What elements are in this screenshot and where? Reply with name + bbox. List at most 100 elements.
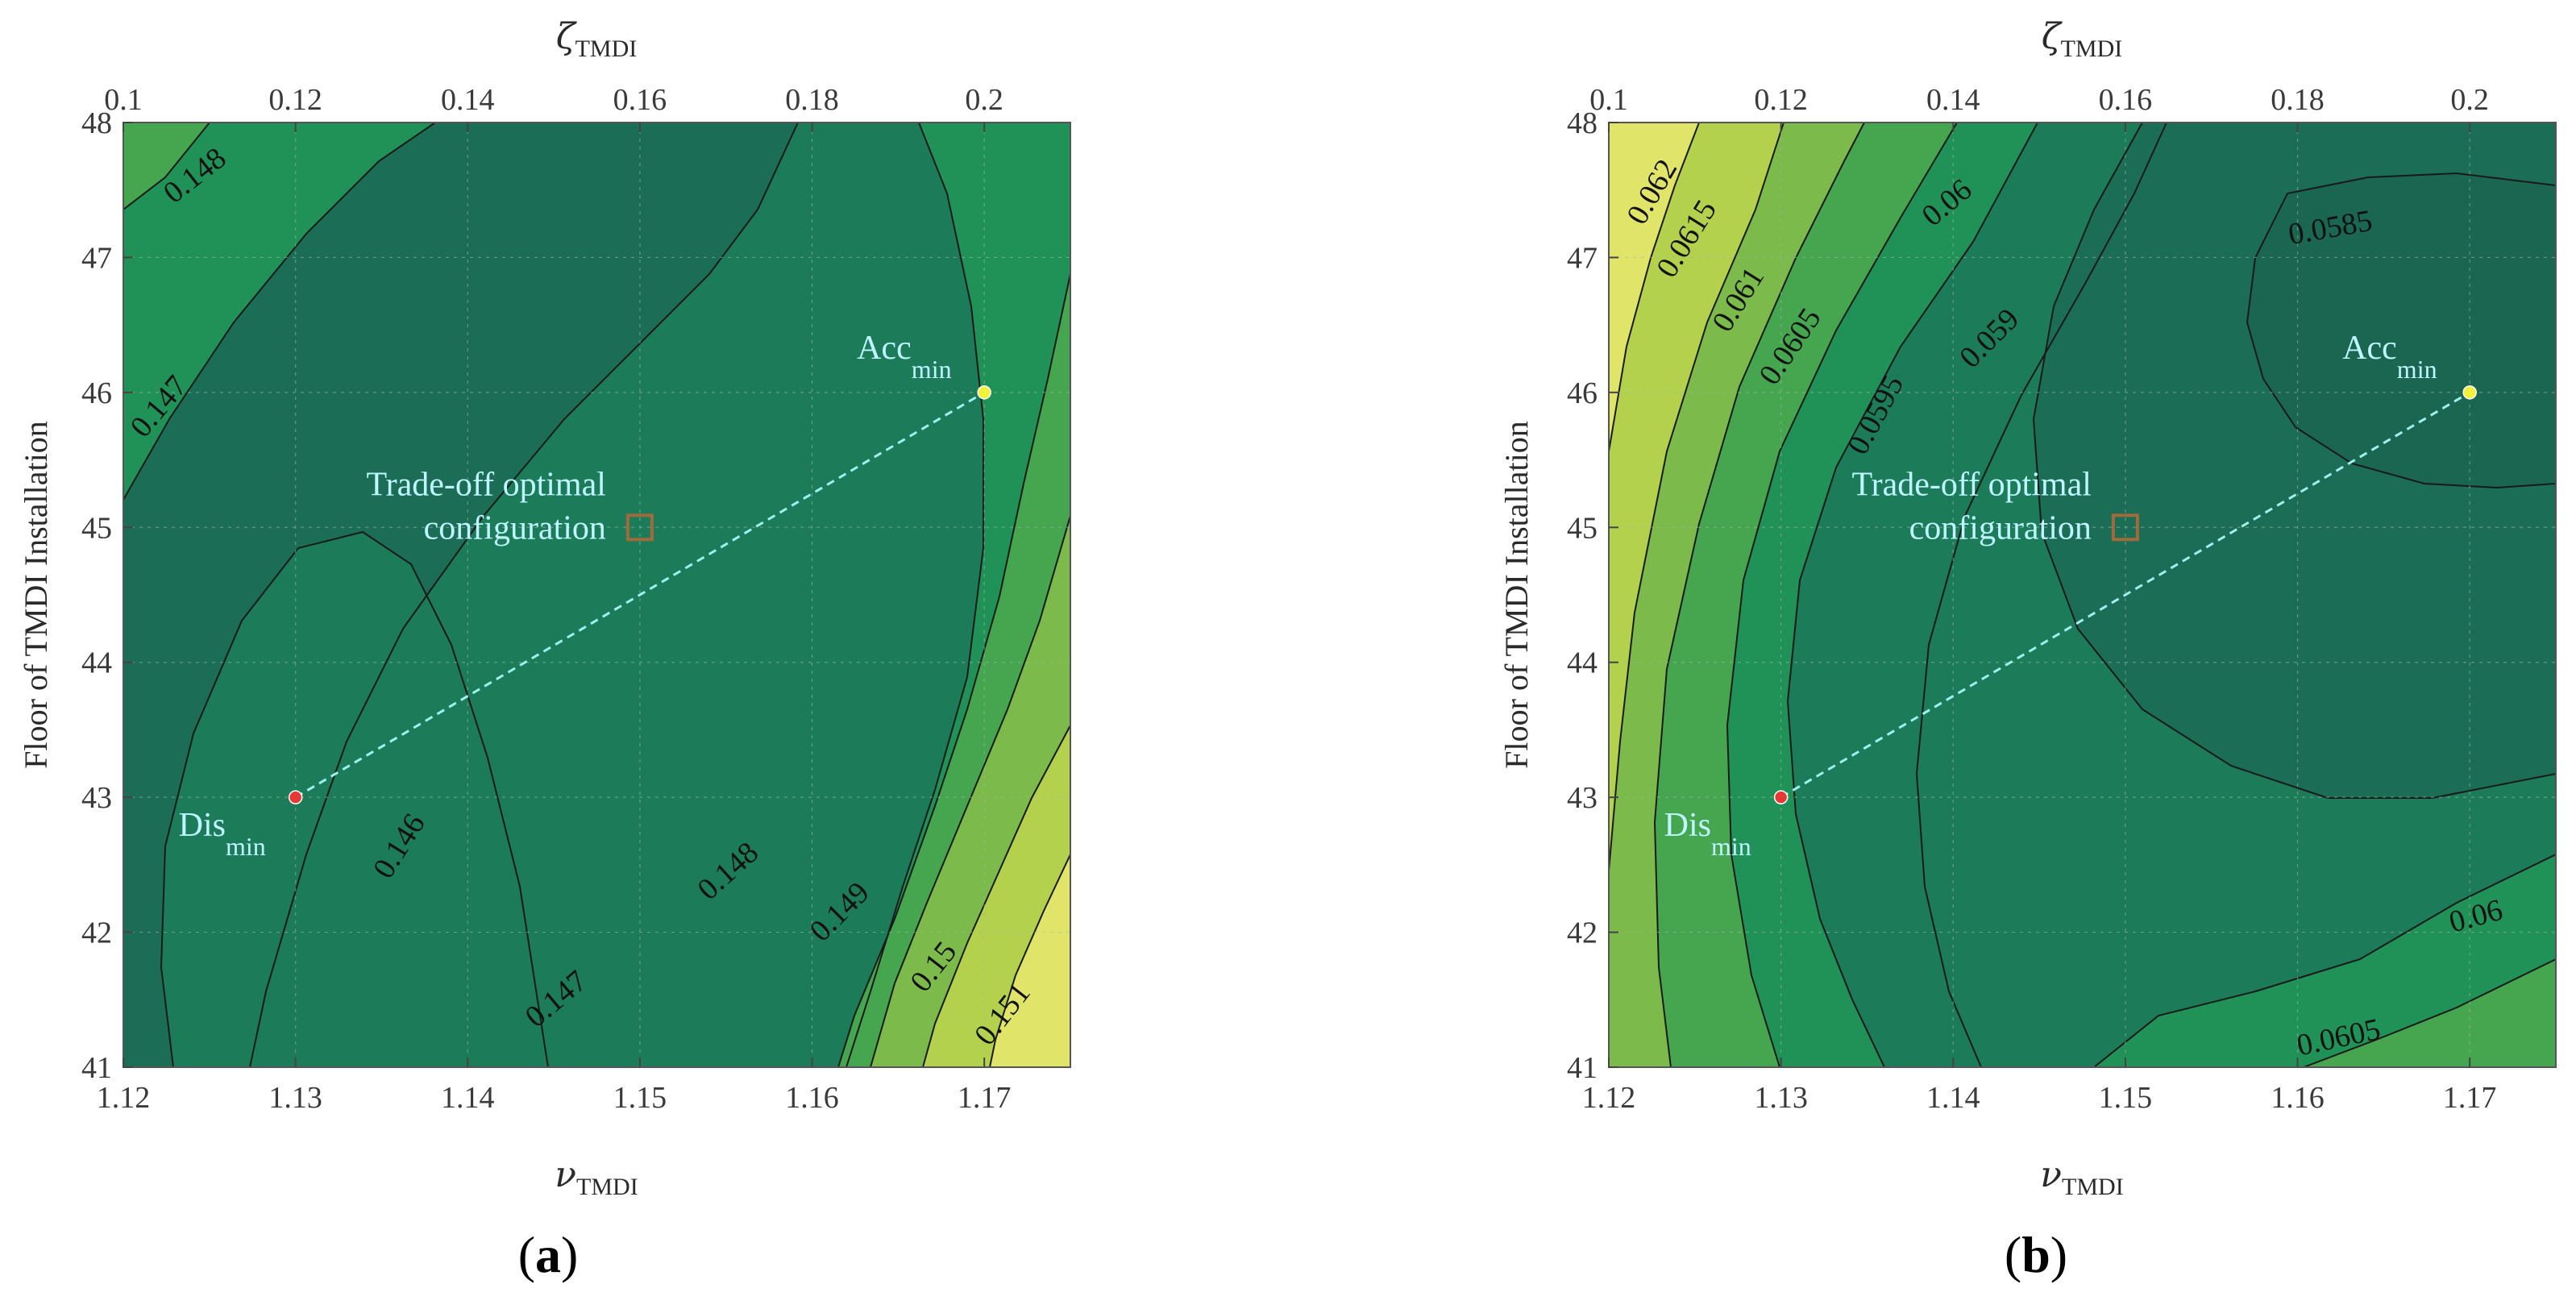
dis-min-marker (288, 790, 303, 804)
x-tick-label: 1.13 (1754, 1081, 1808, 1115)
y-axis-label: Floor of TMDI Installation (18, 421, 54, 768)
x-tick-label: 1.12 (1582, 1081, 1636, 1115)
fill-level-a-right5 (990, 854, 1070, 1067)
markers: Dismin Accmin Trade-off optimal configurati… (179, 330, 991, 861)
contour-line-a-146-inner (160, 530, 549, 1067)
top-x-tick-label: 0.1 (1589, 83, 1628, 117)
top-x-tick-label: 0.16 (613, 83, 667, 117)
top-x-tick-label: 0.14 (441, 83, 495, 117)
contour-line-b-0605-bottom (2303, 958, 2556, 1067)
pareto-trend-line (294, 391, 985, 799)
contour-chart-b: 1.12 1.13 1.14 1.15 1.16 1.17 0.1 0.12 0.14 0.16 0… (1498, 16, 2557, 1283)
contour-line-b-059 (2032, 123, 2556, 799)
tradeoff-marker (625, 513, 654, 542)
acc-min-marker (977, 385, 991, 400)
acc-min-label: Accmin (857, 330, 951, 384)
contour-line-b-062 (1609, 123, 1785, 871)
y-tick-label: 41 (1567, 1051, 1598, 1085)
top-x-tick-label: 0.1 (104, 83, 143, 117)
dis-min-label: Dismin (179, 807, 266, 861)
tradeoff-marker (2111, 513, 2139, 542)
markers: Dismin Accmin Trade-off optimal configurati… (1664, 330, 2477, 861)
y-tick-label: 46 (81, 376, 112, 410)
dis-min-marker (1773, 790, 1789, 804)
fill-level-a-147 (161, 532, 548, 1067)
dis-min-label: Dismin (1664, 807, 1751, 861)
plot-frame (1608, 122, 2557, 1068)
x-tick-label: 1.15 (2099, 1081, 2153, 1115)
top-x-tick-label: 0.2 (965, 83, 1003, 117)
contour-line-b-0595 (1915, 123, 2167, 1067)
tradeoff-label-line1: Trade-off optimal (366, 466, 605, 503)
y-tick-label: 48 (1567, 106, 1598, 140)
top-x-tick-label: 0.18 (785, 83, 839, 117)
panel-label: (b) (2005, 1226, 2067, 1283)
x-tick-label: 1.16 (2271, 1081, 2325, 1115)
y-tick-label: 46 (1567, 376, 1598, 410)
y-tick-label: 43 (81, 781, 112, 815)
y-tick-label: 42 (1567, 916, 1598, 950)
x-tick-label: 1.15 (613, 1081, 667, 1115)
top-x-tick-label: 0.18 (2271, 83, 2325, 117)
y-tick-label: 44 (81, 646, 112, 680)
x-tick-label: 1.16 (785, 1081, 839, 1115)
panel-b: 1.12 1.13 1.14 1.15 1.16 1.17 0.1 0.12 0.14 0.16 0… (1288, 0, 2576, 1305)
y-tick-label: 43 (1567, 781, 1598, 815)
top-x-axis-label: ζTMDI (2042, 16, 2123, 62)
x-axis-label: νTMDI (2040, 1154, 2123, 1200)
pareto-trend-line (1780, 391, 2470, 799)
contour-chart-a: 1.12 1.13 1.14 1.15 1.16 1.17 0.1 0.12 0.14 0.16 0… (18, 16, 1071, 1283)
y-tick-label: 44 (1567, 646, 1598, 680)
top-x-tick-label: 0.12 (268, 83, 322, 117)
contour-line-a-148-right (837, 273, 1070, 1067)
y-tick-label: 48 (81, 106, 112, 140)
x-tick-label: 1.14 (441, 1081, 495, 1115)
y-axis-label-b: Floor of TMDI Installation (1498, 421, 1535, 768)
contour-line-a-150 (922, 725, 1070, 1067)
y-tick-label: 42 (81, 916, 112, 950)
top-x-axis-label: ζTMDI (556, 16, 638, 62)
contour-line-b-0585 (2246, 172, 2556, 489)
contour-line-b-0605 (1786, 123, 2038, 1067)
panel-label: (a) (518, 1226, 579, 1283)
contour-fills (1609, 123, 2556, 1067)
fill-level-a-top (123, 123, 435, 500)
tradeoff-label-line2: configuration (424, 509, 606, 547)
contour-line-a-151 (989, 854, 1070, 1067)
top-x-tick-label: 0.14 (1926, 83, 1980, 117)
acc-min-label: Accmin (2342, 330, 2437, 384)
contour-fills (123, 123, 1070, 1067)
contour-line-a-148-top (123, 123, 210, 210)
contour-line-a-146-outer (249, 123, 799, 1067)
x-tick-label: 1.17 (2443, 1081, 2497, 1115)
top-x-tick-label: 0.16 (2099, 83, 2153, 117)
fill-level-b-bottom2 (2304, 959, 2556, 1067)
x-tick-label: 1.13 (268, 1081, 322, 1115)
contour-line-b-061 (1726, 123, 1958, 1067)
top-x-tick-label: 0.12 (1754, 83, 1808, 117)
contour-line-a-147-top (123, 123, 436, 501)
fill-level-b-0585 (2247, 173, 2556, 488)
tradeoff-label-line1: Trade-off optimal (1851, 466, 2091, 503)
x-axis-label: νTMDI (555, 1154, 638, 1200)
fill-level-b-062 (1609, 123, 1784, 871)
ticks: 1.12 1.13 1.14 1.15 1.16 1.17 0.1 0.12 0.14 0.16 0… (1567, 83, 2496, 1115)
panel-a: 1.12 1.13 1.14 1.15 1.16 1.17 0.1 0.12 0.14 0.16 0… (18, 16, 1071, 1283)
acc-min-marker (2462, 385, 2477, 400)
top-x-tick-label: 0.2 (2450, 83, 2489, 117)
contour-line-a-149 (870, 515, 1070, 1067)
plot-frame (123, 122, 1071, 1068)
x-tick-label: 1.14 (1926, 1081, 1980, 1115)
contour-lines (123, 123, 1070, 1067)
y-tick-label: 45 (1567, 511, 1598, 545)
contour-line-b-060 (2093, 854, 2556, 1067)
y-tick-label: 41 (81, 1051, 112, 1085)
contour-line-b-0615 (1653, 123, 1865, 1067)
y-tick-label: 47 (81, 241, 112, 275)
fill-level-b-0625 (1609, 123, 1699, 451)
y-tick-label: 47 (1567, 241, 1598, 275)
tradeoff-label-line2: configuration (1909, 509, 2092, 547)
x-tick-label: 1.12 (97, 1081, 151, 1115)
ticks: 1.12 1.13 1.14 1.15 1.16 1.17 0.1 0.12 0.14 0.16 0… (81, 83, 1011, 1115)
y-tick-label: 45 (81, 511, 112, 545)
